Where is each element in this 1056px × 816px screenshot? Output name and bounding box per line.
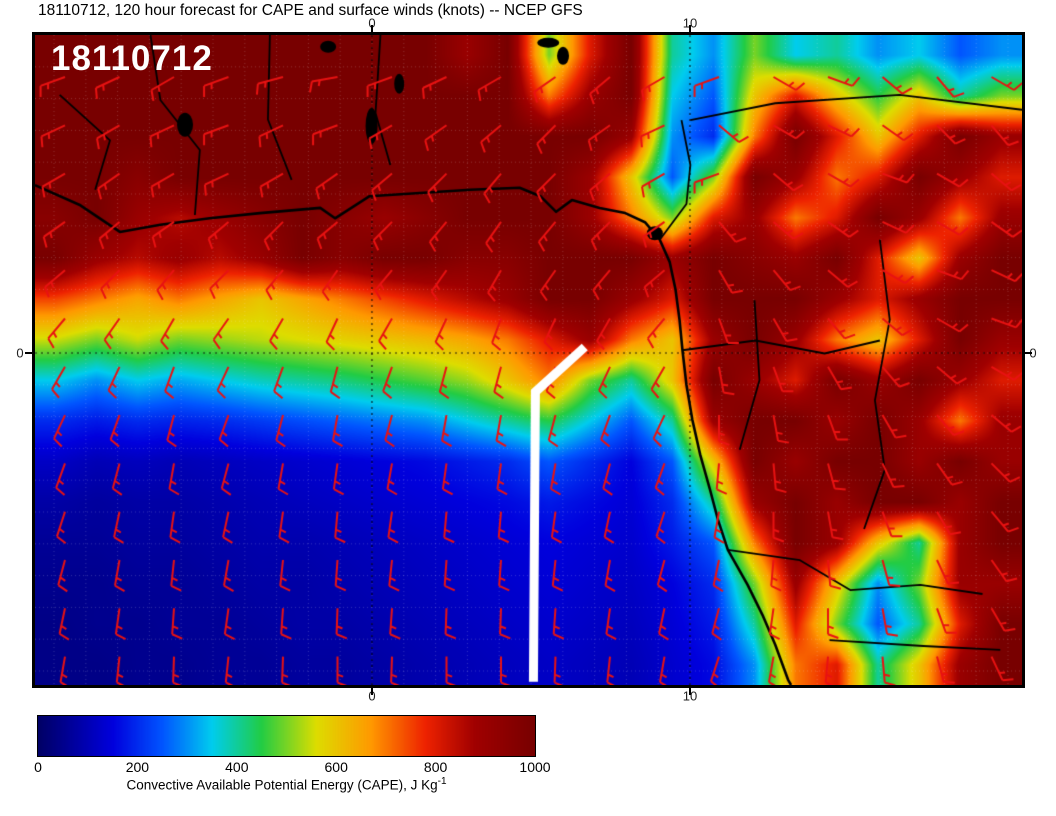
colorbar-canvas [37, 715, 536, 757]
axis-tick [370, 688, 373, 695]
axis-tick [1025, 351, 1032, 354]
lon-tick-label-top: 0 [368, 15, 376, 31]
colorbar-tick-label: 800 [423, 759, 448, 775]
colorbar-tick-label: 400 [225, 759, 249, 775]
colorbar-caption-text: Convective Available Potential Energy (C… [126, 777, 438, 793]
axis-tick [688, 688, 691, 695]
lon-tick-label-bottom: 10 [682, 688, 698, 704]
colorbar-caption: Convective Available Potential Energy (C… [38, 776, 535, 793]
lon-tick-label-top: 10 [682, 15, 698, 31]
colorbar-caption-exponent: -1 [437, 776, 447, 787]
lat-tick-label-left: 0 [16, 345, 24, 361]
page-title: 18110712, 120 hour forecast for CAPE and… [38, 2, 583, 19]
lat-tick-label-right: 0 [1029, 345, 1037, 361]
lon-tick-label-bottom: 0 [368, 688, 376, 704]
colorbar-tick-label: 0 [34, 759, 42, 775]
axis-tick [370, 25, 373, 32]
axis-tick [688, 25, 691, 32]
map-area: 18110712 [32, 32, 1025, 688]
colorbar-tick-label: 200 [125, 759, 150, 775]
init-timestamp-label: 18110712 [51, 39, 213, 78]
cape-map-canvas [35, 35, 1022, 685]
colorbar-tick-label: 600 [324, 759, 348, 775]
colorbar-tick-label: 1000 [519, 759, 551, 775]
axis-tick [25, 351, 32, 354]
